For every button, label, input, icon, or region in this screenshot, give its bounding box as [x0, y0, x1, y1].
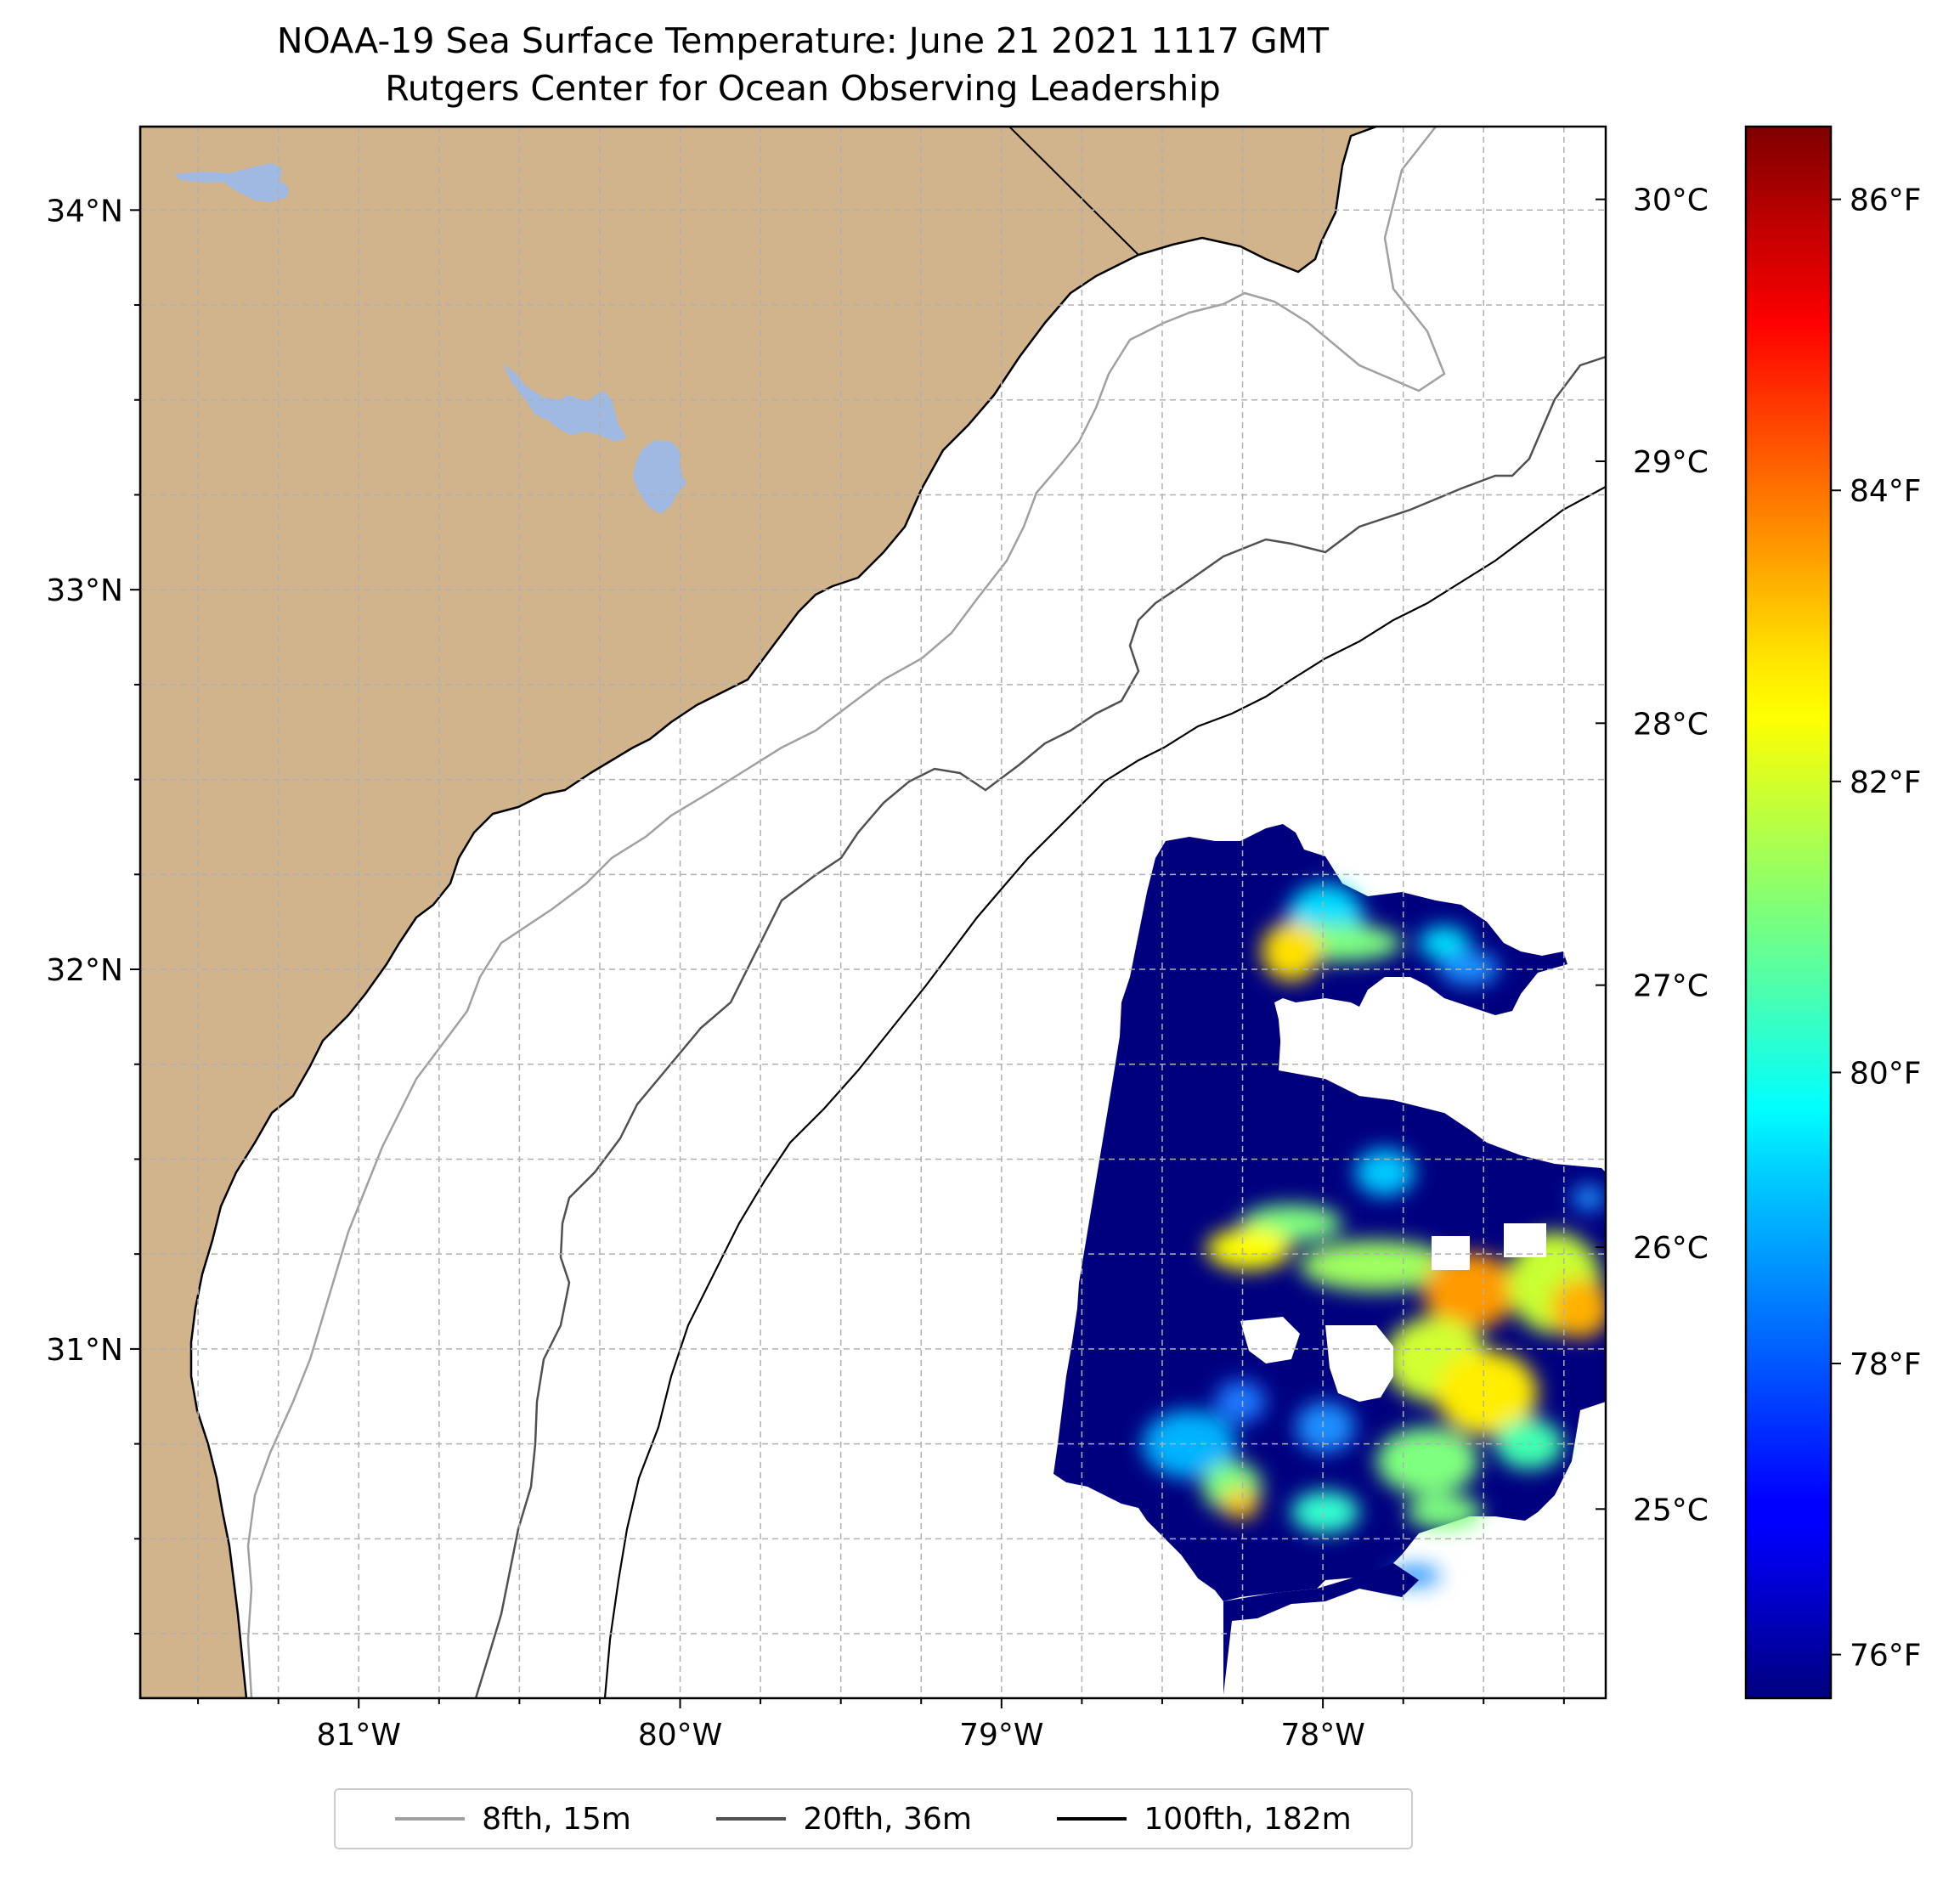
- fahrenheit-tick-label: 82°F: [1850, 765, 1922, 800]
- sst-map-figure: 81°W 80°W 79°W 78°W 31°N 32°N 33°N 34°N 25°C 26…: [46, 125, 1922, 1753]
- legend-label: 8fth, 15m: [482, 1801, 631, 1837]
- legend-item: 100fth, 182m: [1057, 1801, 1352, 1837]
- map-subtitle: Rutgers Center for Ocean Observing Leade…: [385, 68, 1221, 109]
- legend-swatch: [1057, 1817, 1127, 1821]
- state-border: [1008, 127, 1139, 256]
- fahrenheit-tick-label: 76°F: [1850, 1639, 1922, 1674]
- legend-item: 20fth, 36m: [716, 1802, 972, 1837]
- celsius-tick-label: 28°C: [1633, 707, 1709, 742]
- lake-moultrie: [633, 440, 686, 514]
- lon-tick-label: 80°W: [638, 1718, 722, 1753]
- celsius-tick-label: 27°C: [1633, 969, 1709, 1004]
- lat-tick-label: 33°N: [46, 573, 123, 608]
- contour-8fth: [246, 127, 1446, 1698]
- legend-label: 100fth, 182m: [1144, 1801, 1352, 1837]
- celsius-tick-label: 30°C: [1633, 183, 1709, 218]
- legend-swatch: [395, 1817, 466, 1821]
- lon-tick-label: 78°W: [1280, 1718, 1364, 1753]
- lat-ticks: 31°N 32°N 33°N 34°N: [46, 194, 140, 1635]
- lat-tick-label: 32°N: [46, 953, 123, 988]
- lake-marion: [503, 364, 627, 442]
- lat-tick-label: 34°N: [46, 194, 123, 229]
- fahrenheit-tick-label: 84°F: [1850, 474, 1922, 509]
- legend-swatch: [716, 1817, 787, 1821]
- lon-tick-label: 81°W: [317, 1718, 401, 1753]
- legend-label: 20fth, 36m: [803, 1801, 972, 1837]
- gridlines: [140, 127, 1606, 1698]
- celsius-tick-label: 26°C: [1633, 1231, 1709, 1266]
- celsius-tick-label: 29°C: [1633, 445, 1709, 480]
- lon-tick-label: 79°W: [959, 1718, 1043, 1753]
- contour-100fth: [603, 486, 1606, 1698]
- contour-20fth: [474, 355, 1606, 1698]
- legend: 8fth, 15m 20fth, 36m 100fth, 182m: [334, 1788, 1413, 1849]
- lon-ticks: 81°W 80°W 79°W 78°W: [197, 1698, 1565, 1753]
- fahrenheit-tick-label: 80°F: [1850, 1056, 1922, 1091]
- lake-north: [174, 163, 289, 202]
- lat-tick-label: 31°N: [46, 1333, 123, 1368]
- fahrenheit-tick-label: 78°F: [1850, 1347, 1922, 1382]
- celsius-ticks: 25°C 26°C 27°C 28°C 29°C 30°C: [1596, 183, 1709, 1527]
- map-title: NOAA-19 Sea Surface Temperature: June 21…: [276, 20, 1330, 61]
- colorbar-gradient: [1744, 125, 1833, 1700]
- fahrenheit-tick-label: 86°F: [1850, 183, 1922, 218]
- legend-item: 8fth, 15m: [395, 1802, 631, 1837]
- colorbar: 25°C 26°C 27°C 28°C 29°C 30°C 76°F 78°F 80°F 82°…: [1596, 125, 1922, 1700]
- map-frame: [138, 125, 1607, 1700]
- fahrenheit-ticks: 76°F 78°F 80°F 82°F 84°F 86°F: [1831, 183, 1922, 1674]
- celsius-tick-label: 25°C: [1633, 1493, 1709, 1527]
